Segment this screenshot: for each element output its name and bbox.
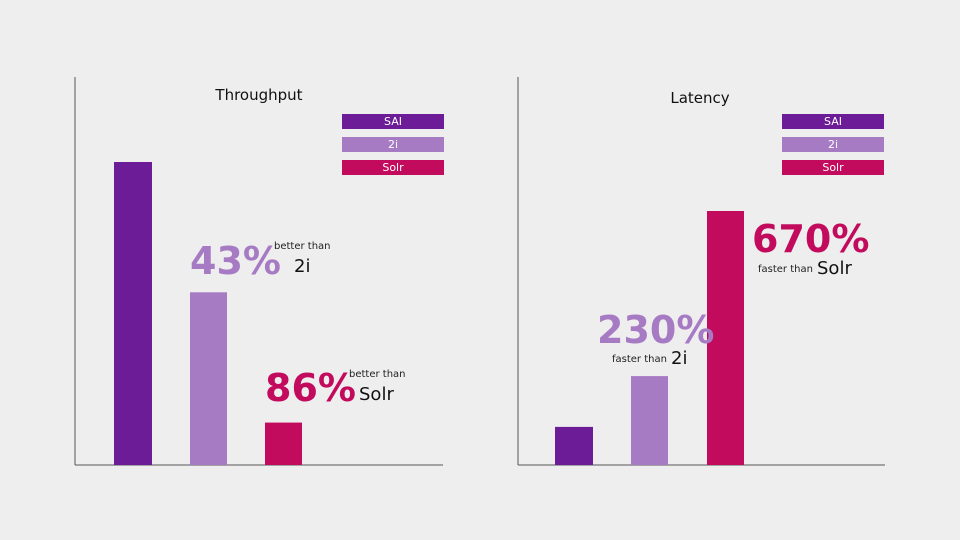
latency-solr-target: Solr [817,258,852,279]
throughput-title: Throughput [215,86,303,104]
latency-bar-solr [707,211,744,465]
latency-legend-sai: SAI [782,114,884,129]
latency-2i-target: 2i [671,348,688,369]
throughput-bar-sai [114,162,152,465]
throughput-solr-phrase: better than [349,369,406,380]
latency-bar-sai [555,426,593,465]
throughput-legend-sai: SAI [342,114,444,129]
throughput-legend-solr: Solr [342,160,444,175]
throughput-2i-percent: 43% [190,239,281,283]
latency-legend-2i: 2i [782,137,884,152]
throughput-solr-percent: 86% [265,366,356,410]
latency-2i-phrase: faster than [612,354,667,365]
latency-bar-2i [631,376,668,465]
latency-title: Latency [670,89,730,107]
latency-solr-percent: 670% [752,217,870,261]
throughput-chart [74,77,443,466]
latency-legend-solr: Solr [782,160,884,175]
throughput-2i-target: 2i [294,256,311,277]
latency-chart [517,77,885,466]
throughput-2i-phrase: better than [274,241,331,252]
throughput-panel: Throughput SAI 2i Solr 43% better than 2… [74,77,444,466]
throughput-bar-solr [265,422,302,465]
latency-2i-percent: 230% [597,308,715,352]
throughput-bar-2i [190,292,227,465]
throughput-solr-target: Solr [359,384,394,405]
latency-solr-phrase: faster than [758,264,813,275]
latency-panel: Latency SAI 2i Solr 230% faster than 2i … [480,0,960,540]
throughput-legend-2i: 2i [342,137,444,152]
